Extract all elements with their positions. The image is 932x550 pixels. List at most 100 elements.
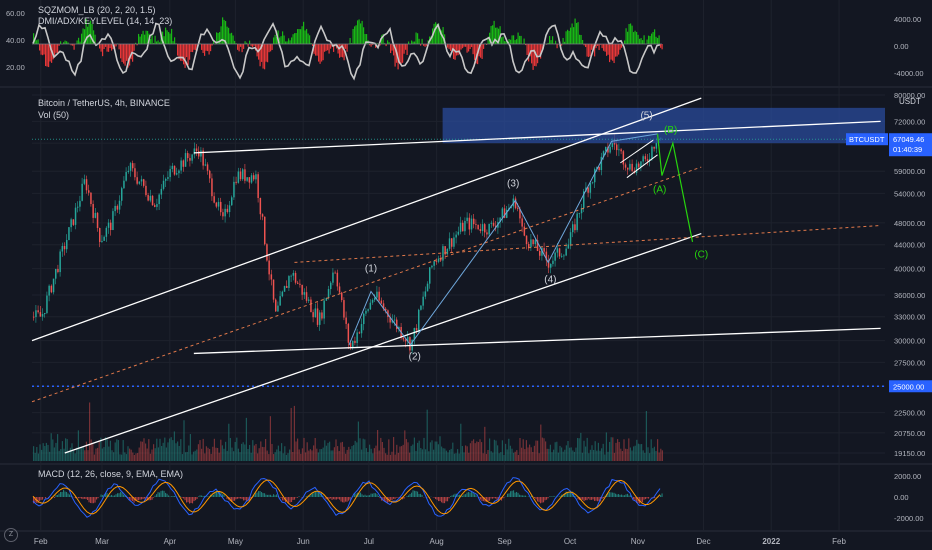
- macd-bar: [331, 497, 333, 500]
- macd-bar: [471, 491, 473, 497]
- squeeze-bar: [493, 20, 495, 44]
- volume-bar: [557, 452, 559, 461]
- candle-body: [151, 195, 154, 206]
- volume-bar: [343, 446, 345, 461]
- candle-body: [83, 179, 86, 184]
- candle-body: [393, 319, 396, 321]
- squeeze-bar: [612, 44, 614, 61]
- squeeze-bar: [364, 34, 366, 44]
- macd-bar: [660, 495, 662, 497]
- candle-body: [173, 165, 176, 175]
- macd-bar: [121, 492, 123, 497]
- macd-bar: [472, 492, 474, 497]
- squeeze-bar: [76, 40, 78, 44]
- squeeze-bar: [57, 44, 59, 54]
- volume-bar: [586, 437, 588, 461]
- macd-bar: [174, 496, 176, 497]
- volume-bar: [492, 452, 494, 461]
- candle-body: [572, 224, 574, 233]
- candle-body: [264, 216, 266, 245]
- squeeze-bar: [64, 40, 66, 44]
- volume-bar: [218, 452, 220, 461]
- macd-bar: [90, 497, 92, 504]
- candle-body: [52, 278, 55, 293]
- candle-body: [622, 151, 625, 165]
- candle-body: [270, 274, 273, 280]
- volume-bar: [303, 437, 305, 461]
- squeeze-bar: [490, 26, 492, 44]
- squeeze-bar: [567, 29, 569, 44]
- macd-bar: [109, 495, 111, 497]
- squeeze-bar: [420, 44, 422, 46]
- volume-bar: [649, 453, 651, 461]
- macd-bar: [294, 497, 296, 500]
- macd-bar: [379, 497, 381, 499]
- squeeze-bar: [66, 41, 68, 44]
- candle-body: [215, 202, 218, 207]
- volume-bar: [265, 439, 267, 461]
- macd-bar: [442, 497, 444, 504]
- volume-bar: [569, 447, 571, 461]
- volume-bar: [105, 437, 107, 461]
- squeeze-bar: [654, 29, 656, 44]
- macd-bar: [592, 497, 594, 500]
- volume-bar: [125, 454, 127, 461]
- candle-body: [442, 246, 444, 261]
- candle-body: [101, 240, 103, 242]
- macd-bar: [301, 497, 303, 498]
- candle-body: [642, 156, 644, 162]
- volume-bar: [322, 447, 324, 461]
- squeeze-bar: [283, 35, 285, 44]
- tradingview-logo[interactable]: Z: [4, 528, 18, 542]
- candle-body: [618, 149, 620, 151]
- squeeze-bar: [52, 44, 54, 60]
- macd-bar: [648, 497, 650, 499]
- macd-bar: [546, 497, 548, 500]
- squeeze-bar: [243, 44, 245, 49]
- candle-body: [200, 150, 202, 157]
- macd-bar: [58, 493, 60, 497]
- volume-bar: [244, 444, 246, 461]
- squeeze-bar: [240, 44, 242, 47]
- squeeze-bar: [648, 35, 650, 44]
- squeeze-bar: [118, 44, 120, 50]
- volume-bar: [212, 446, 214, 461]
- squeeze-bar: [384, 43, 386, 44]
- price-axis-label: 59000.00: [894, 167, 925, 176]
- candle-body: [162, 180, 165, 189]
- squeeze-bar: [222, 17, 224, 44]
- volume-bar: [130, 449, 132, 461]
- candle-body: [286, 286, 288, 288]
- volume-bar: [535, 440, 537, 461]
- squeeze-bar: [216, 32, 218, 44]
- squeeze-bar: [537, 44, 539, 64]
- squeeze-bar: [154, 35, 156, 44]
- macd-bar: [346, 497, 348, 502]
- macd-bar: [270, 494, 272, 497]
- squeeze-bar: [115, 44, 117, 47]
- macd-bar: [450, 496, 452, 497]
- macd-bar: [82, 497, 84, 500]
- macd-bar: [474, 494, 476, 497]
- squeeze-bar: [268, 44, 270, 53]
- candle-body: [365, 310, 367, 314]
- volume-bar: [313, 445, 315, 461]
- macd-bar: [214, 491, 216, 497]
- macd-bar: [619, 494, 621, 497]
- squeeze-bar: [274, 34, 276, 44]
- macd-bar: [420, 493, 422, 497]
- squeeze-bar: [184, 44, 186, 68]
- macd-bar: [354, 493, 356, 497]
- candle-body: [103, 236, 105, 241]
- squeeze-bar: [588, 44, 590, 57]
- candle-body: [253, 175, 255, 180]
- candle-body: [444, 246, 446, 255]
- squeeze-bar: [430, 36, 432, 44]
- squeeze-bar: [70, 44, 72, 46]
- squeeze-bar: [417, 33, 419, 44]
- squeeze-bar: [594, 44, 596, 57]
- candle-body: [314, 308, 317, 318]
- volume-bar: [580, 432, 582, 461]
- candle-body: [521, 218, 523, 227]
